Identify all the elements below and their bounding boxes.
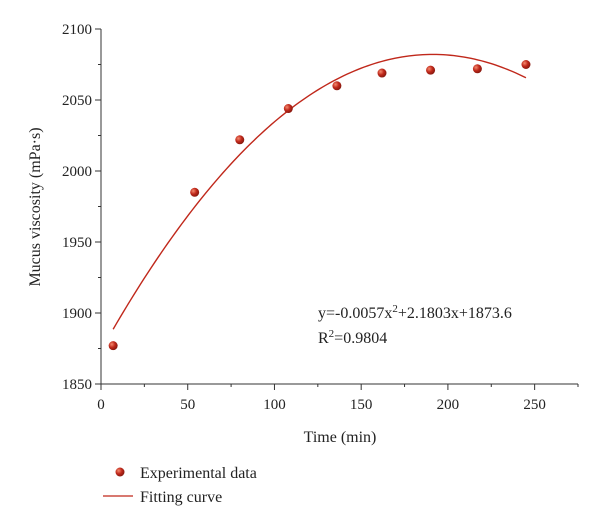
- data-point: [472, 64, 482, 74]
- data-point: [426, 65, 436, 75]
- x-tick-label: 200: [437, 397, 460, 413]
- data-point: [108, 341, 118, 351]
- legend-item-fitting: Fitting curve: [103, 489, 222, 506]
- data-point: [332, 81, 342, 91]
- axes: 1850 1900 1950 2000 2050 2100 0 50 100 150 200 250: [62, 22, 579, 413]
- legend-label-fitting: Fitting curve: [140, 489, 222, 506]
- y-tick-label: 2050: [62, 93, 92, 109]
- fit-equation: y=-0.0057x2+2.1803x+1873.6: [318, 303, 512, 322]
- y-tick-label: 2100: [62, 22, 92, 38]
- data-point: [377, 68, 387, 78]
- legend: Experimental data Fitting curve: [103, 465, 257, 506]
- legend-marker-icon: [115, 467, 125, 477]
- y-tick-label: 1850: [62, 377, 92, 393]
- x-tick-label: 150: [350, 397, 373, 413]
- y-axis-title: Mucus viscosity (mPa·s): [27, 127, 44, 286]
- data-point: [521, 60, 531, 69]
- x-tick-label: 250: [523, 397, 546, 413]
- legend-label-experimental: Experimental data: [140, 465, 257, 482]
- r-squared: R2=0.9804: [318, 328, 387, 347]
- x-axis-title: Time (min): [304, 429, 377, 446]
- data-point: [190, 187, 200, 197]
- data-point: [283, 104, 293, 114]
- series-layer: [108, 53, 531, 351]
- y-tick-label: 1900: [62, 306, 92, 322]
- x-tick-label: 50: [180, 397, 195, 413]
- fitting-curve: [112, 53, 527, 330]
- y-tick-label: 1950: [62, 235, 92, 251]
- x-tick-label: 0: [97, 397, 105, 413]
- x-tick-label: 100: [263, 397, 286, 413]
- data-point: [235, 135, 245, 145]
- legend-item-experimental: Experimental data: [115, 465, 257, 482]
- y-tick-label: 2000: [62, 164, 92, 180]
